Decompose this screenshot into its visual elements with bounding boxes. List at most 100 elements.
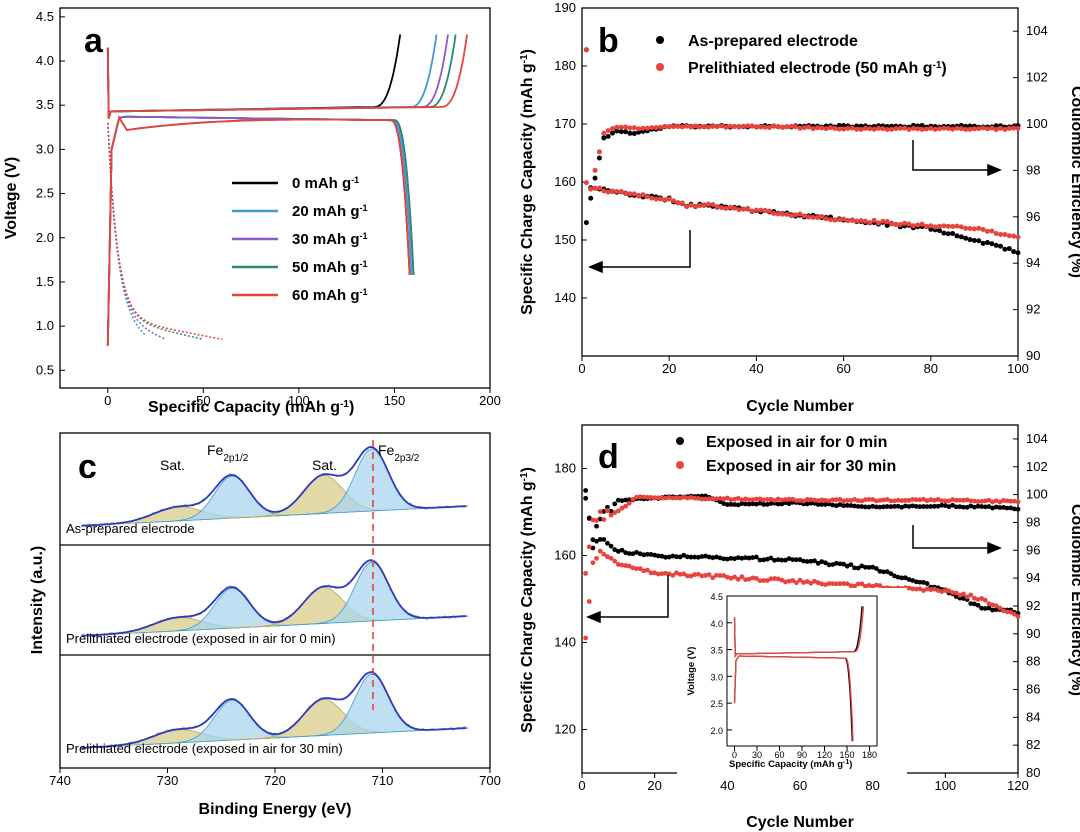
d-capacity-point-0-69 xyxy=(830,562,836,567)
panel-c-letter: c xyxy=(78,448,97,486)
b-ce-point-0-60 xyxy=(841,123,847,129)
d-capacity-point-0-90 xyxy=(906,577,912,582)
inset-curves xyxy=(733,606,865,742)
c-x-label-740: 740 xyxy=(49,773,71,788)
d-ce-point-0-110 xyxy=(979,504,985,509)
d-ce-point-1-108 xyxy=(972,498,977,504)
b-ce-point-1-68 xyxy=(875,125,881,131)
d-x-label-80: 80 xyxy=(865,778,879,793)
b-capacity-point-1-18 xyxy=(657,196,663,202)
a-y-label-3.0: 3.0 xyxy=(36,141,54,156)
d-ce-point-0-114 xyxy=(993,504,999,510)
d-ce-point-0-72 xyxy=(841,503,846,509)
panel-d-xlabel: Cycle Number xyxy=(746,814,854,831)
d-ce-point-1-60 xyxy=(797,498,803,503)
b-ce-point-1-6 xyxy=(605,128,611,134)
d-ce-point-0-10 xyxy=(615,497,621,503)
d-capacity-point-1-16 xyxy=(637,566,643,572)
d-ce-point-1-15 xyxy=(634,494,639,500)
d-ce-point-1-96 xyxy=(928,497,934,503)
spectrum-label-30-min: Prelithiated electrode (exposed in air f… xyxy=(66,741,343,756)
d-ce-point-1-37 xyxy=(714,496,719,502)
a-x-label-150: 150 xyxy=(384,393,406,408)
d-ce-point-0-39 xyxy=(721,501,727,506)
d-ce-point-0-52 xyxy=(768,501,774,506)
b-x-label-20: 20 xyxy=(662,361,676,376)
d-capacity-point-0-7 xyxy=(605,540,610,546)
b-capacity-point-0-98 xyxy=(1006,246,1012,252)
b-capacity-point-1-28 xyxy=(701,203,707,209)
d-yl-label-120: 120 xyxy=(554,722,576,737)
d-ce-point-1-68 xyxy=(826,498,832,504)
legend-marker-0-min xyxy=(676,437,684,445)
panel-d-legend: Exposed in air for 0 min Exposed in air … xyxy=(676,434,896,475)
d-ce-point-0-120 xyxy=(1015,506,1021,512)
d-capacity-point-0-54 xyxy=(775,557,781,563)
d-ce-point-0-8 xyxy=(608,508,614,514)
b-capacity-point-1-11 xyxy=(627,191,633,197)
b-ce-point-1-61 xyxy=(845,125,851,131)
b-capacity-point-1-82 xyxy=(937,223,943,229)
b-capacity-point-1-12 xyxy=(631,191,637,197)
d-capacity-point-1-120 xyxy=(1015,614,1021,619)
panel-c-spectra xyxy=(81,445,469,750)
b-ce-point-1-97 xyxy=(1002,126,1008,132)
d-ce-point-0-113 xyxy=(990,505,995,511)
b-capacity-point-1-4 xyxy=(596,185,602,191)
d-ce-point-1-104 xyxy=(957,497,963,503)
d-ce-point-1-97 xyxy=(932,497,937,503)
b-capacity-point-1-67 xyxy=(871,217,877,223)
d-capacity-point-0-14 xyxy=(630,551,636,557)
b-x-label-40: 40 xyxy=(749,361,763,376)
b-capacity-point-0-82 xyxy=(937,228,943,234)
panel-a-x-ticks: 0 50 100 150 200 xyxy=(104,388,501,408)
b-ce-point-1-12 xyxy=(631,125,637,131)
b-ce-point-1-91 xyxy=(976,126,982,132)
legend-label-0-min: Exposed in air for 0 min xyxy=(706,434,887,451)
d-capacity-point-1-108 xyxy=(972,595,977,601)
d-capacity-point-1-107 xyxy=(968,592,974,598)
discharge-curve-4 xyxy=(106,115,411,346)
d-ce-point-0-4 xyxy=(594,523,599,529)
prelithiation-curve-2 xyxy=(107,122,166,340)
discharge-curve-3 xyxy=(106,115,415,346)
b-capacity-point-1-33 xyxy=(723,205,729,211)
d-ce-point-0-79 xyxy=(866,504,872,510)
d-ce-point-1-111 xyxy=(982,498,988,504)
d-ce-point-0-55 xyxy=(779,501,785,507)
d-capacity-point-1-98 xyxy=(935,588,941,593)
d-capacity-point-1-113 xyxy=(990,602,995,608)
d-ce-point-1-69 xyxy=(830,497,836,503)
panel-d-points xyxy=(583,488,1021,641)
d-capacity-point-1-112 xyxy=(986,601,992,607)
b-capacity-point-0-87 xyxy=(958,234,964,240)
b-ce-point-1-22 xyxy=(675,124,681,130)
d-capacity-point-1-66 xyxy=(819,581,825,587)
legend-label-0: 0 mAh g-1 xyxy=(292,175,359,192)
b-ce-point-1-26 xyxy=(692,123,698,129)
b-ce-point-1-9 xyxy=(618,124,624,130)
inset-ylabel: Voltage (V) xyxy=(686,647,697,696)
d-ce-point-1-98 xyxy=(935,497,941,502)
d-capacity-point-1-3 xyxy=(590,560,596,566)
d-capacity-point-0-3 xyxy=(590,545,596,551)
legend-label-text-2: 30 mAh g xyxy=(292,231,360,248)
d-capacity-point-0-48 xyxy=(754,554,759,560)
d-capacity-point-1-116 xyxy=(1001,608,1006,614)
panel-d-arrow-left xyxy=(598,575,669,618)
b-ce-point-1-14 xyxy=(640,125,646,131)
b-capacity-point-1-97 xyxy=(1002,232,1008,238)
c-x-label-700: 700 xyxy=(479,773,501,788)
b-ce-point-1-18 xyxy=(657,124,663,130)
b-ce-point-1-1 xyxy=(583,47,589,53)
d-capacity-point-0-5 xyxy=(597,537,603,542)
panel-d: 0 20 40 60 80 100 120 120 140 160 180 80 82 84 86 88 9… xyxy=(519,424,1080,831)
d-capacity-point-1-45 xyxy=(743,577,748,583)
d-capacity-point-0-47 xyxy=(750,555,756,560)
d-capacity-point-1-31 xyxy=(692,572,698,577)
d-capacity-point-1-38 xyxy=(717,573,723,578)
b-capacity-point-1-68 xyxy=(875,220,881,226)
d-yr-label-102: 102 xyxy=(1026,459,1048,474)
b-capacity-point-1-3 xyxy=(592,185,598,191)
d-ce-point-0-57 xyxy=(786,501,792,507)
